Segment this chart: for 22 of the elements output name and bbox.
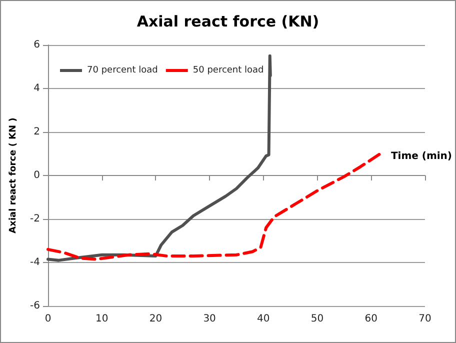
x-tick-label: 40: [257, 314, 270, 324]
y-axis-title: Axial react force ( KN ): [8, 118, 18, 234]
x-axis-title: Time (min): [390, 151, 452, 162]
x-tick-label: 20: [149, 314, 162, 324]
y-tick-label: 6: [34, 40, 40, 50]
chart-title: Axial react force (KN): [136, 12, 320, 30]
legend-label: 70 percent load: [87, 66, 158, 76]
x-tick-label: 50: [310, 314, 324, 324]
legend-label: 50 percent load: [192, 66, 264, 76]
y-tick-label: -6: [30, 300, 40, 312]
line-series: [46, 151, 384, 261]
y-tick-label: 4: [34, 83, 40, 94]
y-tick-label: 2: [34, 126, 40, 138]
y-tick-label: -2: [30, 214, 40, 224]
y-tick-label: -4: [30, 257, 40, 268]
x-tick-label: 10: [95, 314, 108, 324]
x-tick-label: 60: [364, 314, 378, 324]
x-tick-label: 70: [418, 314, 432, 324]
x-tick-label: 30: [203, 314, 216, 324]
line-series: [46, 54, 272, 262]
x-tick-label: 0: [44, 314, 52, 324]
y-tick-label: 0: [34, 170, 40, 181]
